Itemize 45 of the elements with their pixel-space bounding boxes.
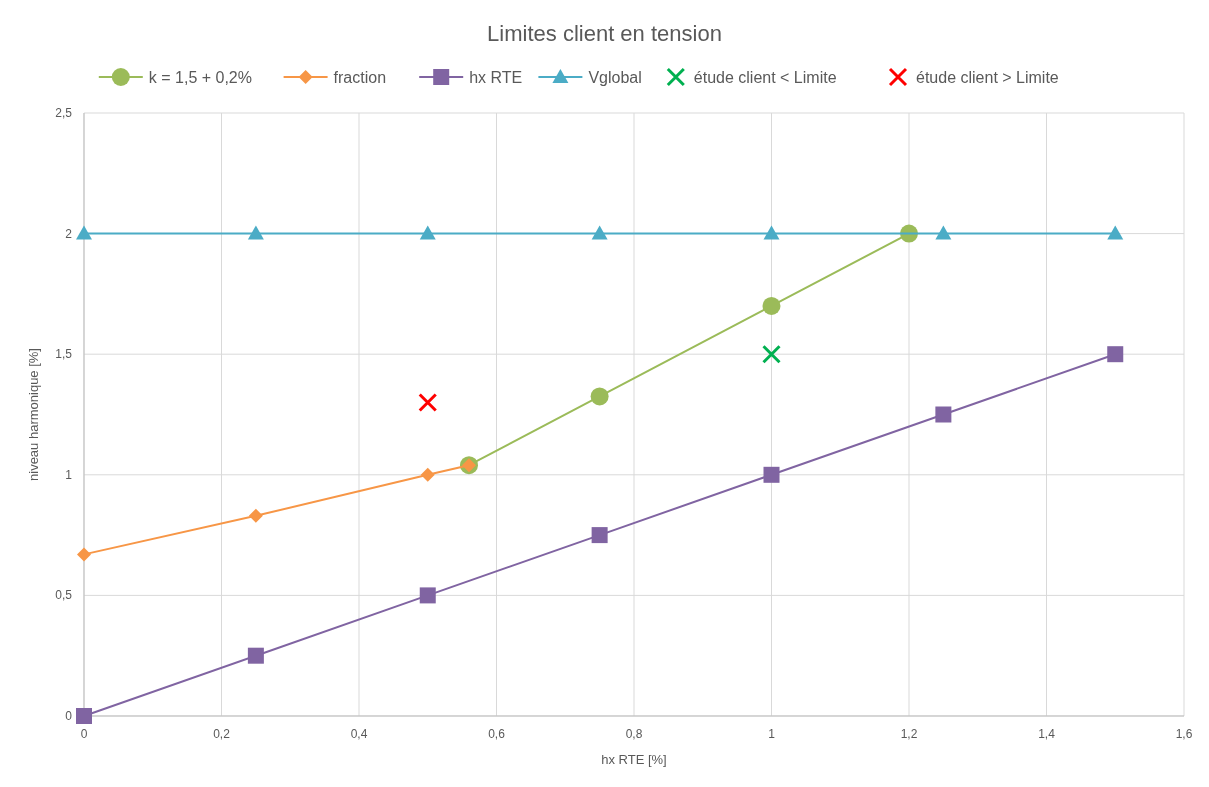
point bbox=[76, 708, 92, 724]
x-tick-label: 0,2 bbox=[213, 727, 231, 741]
y-tick-label: 0,5 bbox=[55, 588, 73, 603]
point bbox=[591, 225, 608, 240]
legend-label: Vglobal bbox=[588, 69, 642, 86]
point bbox=[419, 587, 436, 604]
x-tick-label: 0,4 bbox=[350, 727, 368, 741]
point bbox=[763, 466, 780, 483]
point bbox=[591, 527, 608, 544]
x-tick-label: 1,2 bbox=[900, 727, 918, 741]
x-tick-label: 1,6 bbox=[1175, 727, 1193, 741]
y-tick-label: 2 bbox=[65, 226, 73, 241]
point bbox=[762, 296, 781, 315]
chart-title: Limites client en tension bbox=[487, 21, 722, 46]
legend-label: étude client > Limite bbox=[916, 69, 1059, 86]
legend-label: fraction bbox=[333, 69, 387, 86]
point bbox=[248, 508, 263, 523]
point bbox=[1107, 346, 1124, 363]
y-tick-label: 1 bbox=[65, 467, 73, 482]
point bbox=[935, 406, 952, 423]
point bbox=[420, 467, 435, 482]
x-tick-label: 1,4 bbox=[1038, 727, 1056, 741]
point bbox=[77, 547, 91, 562]
legend-label: étude client < Limite bbox=[693, 69, 837, 86]
point bbox=[419, 225, 436, 240]
point bbox=[590, 387, 609, 406]
legend-label: k = 1,5 + 0,2% bbox=[148, 69, 252, 86]
point bbox=[418, 392, 438, 412]
point bbox=[247, 225, 264, 240]
legend-label: hx RTE bbox=[469, 69, 523, 86]
y-tick-label: 2,5 bbox=[55, 106, 73, 120]
point bbox=[762, 344, 781, 364]
y-tick-label: 0 bbox=[65, 709, 73, 723]
y-tick-label: 1,5 bbox=[55, 347, 73, 362]
point bbox=[247, 647, 264, 664]
point bbox=[1107, 225, 1124, 240]
x-tick-label: 1 bbox=[768, 727, 776, 741]
point bbox=[935, 225, 952, 240]
point bbox=[76, 225, 92, 240]
x-tick-label: 0 bbox=[80, 727, 88, 741]
point bbox=[763, 225, 780, 240]
y-axis-title: niveau harmonique [%] bbox=[26, 348, 41, 481]
x-tick-label: 0,8 bbox=[625, 727, 643, 741]
x-axis-title: hx RTE [%] bbox=[601, 752, 667, 767]
x-tick-label: 0,6 bbox=[488, 727, 506, 741]
